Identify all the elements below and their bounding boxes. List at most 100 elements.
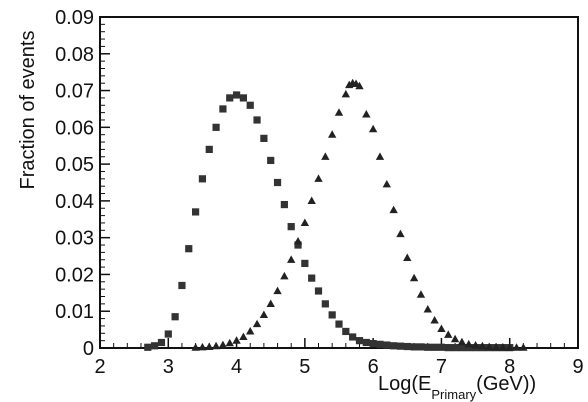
square-point — [294, 241, 302, 249]
triangle-point — [259, 310, 269, 318]
triangle-point — [341, 89, 351, 98]
y-tick-label: 0.06 — [55, 117, 94, 139]
square-point — [260, 134, 268, 142]
square-point — [376, 340, 384, 348]
square-point — [287, 223, 295, 231]
square-point — [410, 343, 418, 351]
x-axis-label: Log(EPrimary(GeV)) — [378, 373, 536, 402]
y-tick-label: 0.09 — [55, 7, 94, 29]
triangle-point — [423, 304, 432, 313]
square-point — [178, 281, 186, 290]
y-axis-ticks — [100, 16, 110, 349]
square-point — [335, 320, 343, 328]
square-point — [219, 105, 227, 113]
triangle-point — [321, 152, 330, 160]
square-point — [151, 342, 159, 350]
square-point — [390, 342, 398, 350]
triangle-point — [273, 286, 282, 295]
square-point — [226, 94, 234, 102]
square-point — [444, 344, 452, 352]
series-triangles — [191, 78, 528, 351]
triangle-point — [430, 316, 439, 324]
square-point — [144, 343, 152, 351]
x-axis-label-tail: (GeV)) — [476, 373, 536, 395]
square-point — [192, 208, 200, 216]
square-point — [212, 123, 220, 131]
triangle-point — [232, 336, 241, 344]
square-point — [205, 145, 213, 153]
triangle-point — [471, 341, 480, 349]
triangle-point — [375, 152, 385, 160]
x-tick-label: 5 — [299, 356, 310, 378]
square-point — [301, 259, 309, 268]
triangle-point — [396, 229, 405, 238]
square-point — [198, 175, 207, 183]
square-point — [280, 200, 288, 209]
y-tick-label: 0.07 — [55, 81, 94, 103]
square-point — [383, 341, 391, 349]
triangle-point — [478, 341, 487, 350]
triangle-point — [280, 271, 289, 280]
triangle-point — [464, 339, 473, 348]
y-tick-label: 0.04 — [55, 191, 94, 213]
triangle-point — [437, 324, 446, 332]
triangle-point — [225, 338, 234, 347]
triangle-point — [314, 174, 323, 182]
x-axis-label-subscript: Primary — [431, 387, 476, 402]
triangle-point — [485, 342, 494, 350]
y-tick-label: 0 — [83, 338, 94, 360]
triangle-point — [450, 334, 460, 343]
square-point — [267, 156, 275, 165]
triangle-point — [491, 342, 501, 351]
triangle-point — [191, 343, 200, 351]
square-point — [465, 344, 473, 352]
triangle-point — [457, 337, 467, 346]
square-point — [239, 94, 247, 102]
square-point — [342, 327, 350, 336]
square-point — [164, 330, 172, 338]
plot-frame — [99, 16, 579, 349]
square-point — [355, 337, 364, 345]
square-point — [314, 287, 323, 295]
square-point — [451, 344, 459, 352]
square-point — [431, 343, 439, 351]
square-point — [396, 342, 405, 350]
triangle-point — [205, 342, 214, 350]
x-tick-label: 4 — [231, 356, 242, 378]
triangle-point — [300, 218, 310, 227]
triangle-point — [382, 179, 391, 188]
square-point — [157, 338, 166, 347]
square-point — [362, 338, 370, 347]
x-tick-label: 9 — [572, 356, 583, 378]
square-point — [369, 339, 377, 348]
y-tick-label: 0.01 — [55, 301, 94, 323]
y-tick-label: 0.02 — [55, 264, 94, 286]
triangle-point — [239, 332, 248, 341]
square-point — [321, 300, 329, 308]
triangle-point — [266, 299, 275, 307]
square-point — [308, 274, 316, 282]
triangle-point — [416, 290, 426, 298]
triangle-point — [505, 343, 514, 351]
square-point — [424, 343, 432, 351]
triangle-point — [444, 330, 453, 338]
triangle-point — [368, 124, 378, 133]
triangle-point — [362, 110, 371, 118]
triangle-point — [307, 196, 316, 204]
triangle-point — [246, 327, 255, 335]
square-point — [273, 178, 282, 187]
x-tick-label: 7 — [436, 356, 447, 378]
triangle-point — [519, 343, 528, 351]
square-point — [185, 245, 193, 253]
triangle-point — [252, 319, 262, 328]
x-tick-label: 2 — [94, 356, 105, 378]
triangle-point — [218, 340, 228, 349]
triangle-point — [327, 130, 337, 138]
triangle-point — [409, 273, 419, 282]
x-axis-tick-labels: 2 3 4 5 6 7 8 9 — [94, 356, 583, 378]
square-point — [232, 91, 241, 99]
triangle-point — [293, 236, 303, 245]
square-point — [171, 313, 179, 321]
y-axis-label: Fraction of events — [17, 31, 39, 190]
